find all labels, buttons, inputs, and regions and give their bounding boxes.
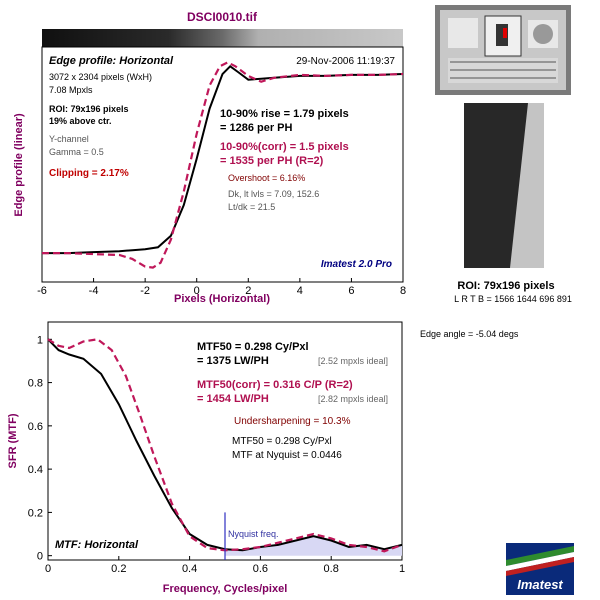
- mtf50-ideal: [2.52 mpxls ideal]: [318, 356, 388, 366]
- edge-profile-corrected-line: [42, 61, 404, 269]
- mtf-y-tick-label: 0.2: [28, 507, 43, 519]
- mtf-x-tick-label: 0.2: [111, 563, 126, 575]
- mtf50-corr: MTF50(corr) = 0.316 C/P (R=2): [197, 379, 353, 391]
- mtf50-corr-lwph: = 1454 LW/PH: [197, 393, 269, 405]
- mtf-beyond-nyquist-area: [225, 536, 402, 556]
- rise-corr-pixels: 10-90%(corr) = 1.5 pixels: [220, 141, 349, 153]
- rise-per-ph: = 1286 per PH: [220, 122, 293, 134]
- channel: Y-channel: [49, 134, 89, 144]
- mtf-line: [47, 338, 403, 552]
- edge-profile-plot-area: [41, 46, 404, 283]
- mtf-x-tick-label: 0.4: [182, 563, 197, 575]
- roi-caption: ROI: 79x196 pixels: [457, 280, 554, 292]
- edge-profile-heading: Edge profile: Horizontal: [49, 55, 174, 67]
- light-dark-ratio: Lt/dk = 21.5: [228, 202, 275, 212]
- edge-angle: Edge angle = -5.04 degs: [420, 329, 519, 339]
- edge-profile-y-label: Edge profile (linear): [13, 113, 25, 217]
- levels: Dk, lt lvls = 7.09, 152.6: [228, 189, 319, 199]
- overshoot: Overshoot = 6.16%: [228, 173, 305, 183]
- roi-lrtb: L R T B = 1566 1644 696 891: [454, 294, 572, 304]
- mtf-x-tick-label: 0.6: [253, 563, 268, 575]
- edge-x-tick-label: -6: [37, 285, 47, 297]
- clipping: Clipping = 2.17%: [49, 168, 129, 179]
- mtf-y-tick-label: 0: [37, 551, 43, 563]
- edge-profile-x-ticks: -6 -4 -2 0 2 4 6 8: [37, 278, 406, 297]
- rise-corr-per-ph: = 1535 per PH (R=2): [220, 155, 324, 167]
- chart-thumbnail: [435, 5, 571, 95]
- edge-profile-date: 29-Nov-2006 11:19:37: [296, 56, 395, 67]
- edge-x-tick-label: 0: [194, 285, 200, 297]
- roi-position: 19% above ctr.: [49, 116, 112, 126]
- mtf-series: [47, 338, 403, 553]
- edge-profile-series: [42, 61, 404, 269]
- edge-profile-x-label: Pixels (Horizontal): [174, 293, 270, 305]
- edge-x-tick-label: -2: [140, 285, 150, 297]
- figure-title: DSCI0010.tif: [187, 10, 258, 24]
- roi-image: [464, 103, 544, 268]
- edge-x-tick-label: 4: [297, 285, 303, 297]
- imatest-logo: Imatest: [506, 543, 574, 595]
- image-size: 3072 x 2304 pixels (WxH): [49, 72, 152, 82]
- mtf50-summary: MTF50 = 0.298 Cy/Pxl: [232, 436, 332, 447]
- logo-text: Imatest: [517, 577, 563, 592]
- imatest-brand: Imatest 2.0 Pro: [321, 259, 392, 270]
- mtf50-lwph: = 1375 LW/PH: [197, 355, 269, 367]
- mtf-y-label: SFR (MTF): [7, 413, 19, 468]
- mtf-nyquist: MTF at Nyquist = 0.0446: [232, 450, 342, 461]
- edge-x-tick-label: 2: [245, 285, 251, 297]
- mtf-x-tick-label: 0: [45, 563, 51, 575]
- mtf-x-tick-label: 0.8: [324, 563, 339, 575]
- mtf-y-tick-label: 0.6: [28, 421, 43, 433]
- image-mpxls: 7.08 Mpxls: [49, 85, 93, 95]
- edge-gradient-bar: [42, 29, 403, 47]
- mtf-y-tick-label: 0.8: [28, 378, 43, 390]
- roi-size: ROI: 79x196 pixels: [49, 104, 129, 114]
- edge-x-tick-label: 8: [400, 285, 406, 297]
- mtf-x-label: Frequency, Cycles/pixel: [163, 583, 288, 595]
- mtf-x-tick-label: 1: [399, 563, 405, 575]
- mtf-ticks: 0 0.2 0.4 0.6 0.8 1 0 0.2 0.4 0.6 0.8 1: [28, 334, 405, 575]
- mtf-y-tick-label: 1: [37, 334, 43, 346]
- mtf50: MTF50 = 0.298 Cy/Pxl: [197, 341, 309, 353]
- edge-x-tick-label: -4: [89, 285, 99, 297]
- undersharpening: Undersharpening = 10.3%: [234, 416, 351, 427]
- mtf-y-tick-label: 0.4: [28, 464, 43, 476]
- mtf-corrected-line: [47, 338, 403, 553]
- rise-pixels: 10-90% rise = 1.79 pixels: [220, 108, 349, 120]
- edge-x-tick-label: 6: [348, 285, 354, 297]
- mtf50-corr-ideal: [2.82 mpxls ideal]: [318, 394, 388, 404]
- edge-profile-line: [42, 64, 404, 255]
- nyquist-label: Nyquist freq.: [228, 529, 279, 539]
- mtf-heading: MTF: Horizontal: [55, 539, 139, 551]
- gamma: Gamma = 0.5: [49, 147, 104, 157]
